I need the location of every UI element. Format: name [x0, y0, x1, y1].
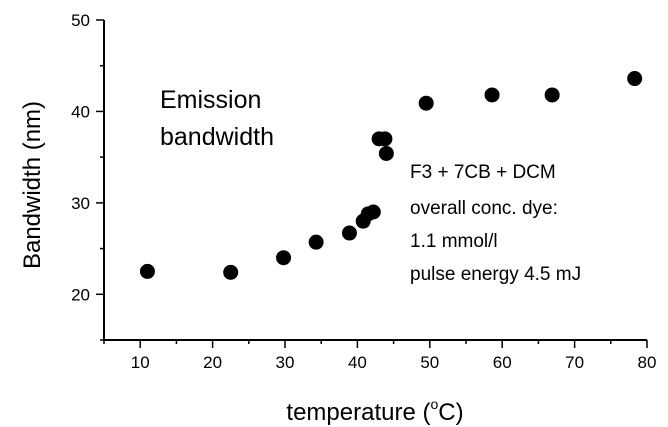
y-tick-label: 20 [71, 285, 90, 304]
emission-label-line1: Emission [160, 86, 261, 114]
axis-ticks: 10 20 30 40 50 60 70 80 20 30 40 50 [71, 11, 656, 372]
data-point [627, 71, 643, 87]
x-tick-label: 20 [203, 353, 222, 372]
y-tick-label: 30 [71, 194, 90, 213]
emission-label-line2: bandwidth [160, 123, 274, 151]
data-point [365, 204, 381, 220]
plot-axes [103, 20, 647, 341]
data-point [308, 234, 324, 250]
x-tick-label: 10 [131, 353, 150, 372]
data-point [377, 131, 393, 147]
conditions-line2: overall conc. dye: [410, 198, 558, 219]
x-tick-label: 30 [276, 353, 295, 372]
conditions-line4: pulse energy 4.5 mJ [410, 264, 581, 285]
x-tick-label: 50 [420, 353, 439, 372]
y-tick-label: 50 [71, 11, 90, 30]
data-point [341, 225, 357, 241]
conditions-line3: 1.1 mmol/l [410, 231, 498, 252]
x-axis-title: temperature (oC) [286, 396, 463, 426]
data-points [139, 71, 643, 280]
y-tick-label: 40 [71, 102, 90, 121]
data-point [378, 145, 394, 161]
y-axis-title: Bandwidth (nm) [19, 101, 46, 269]
data-point [544, 87, 560, 103]
data-point [484, 87, 500, 103]
data-point [223, 264, 239, 280]
data-point [139, 263, 155, 279]
data-point [418, 95, 434, 111]
x-tick-label: 60 [493, 353, 512, 372]
x-tick-label: 40 [348, 353, 367, 372]
conditions-line1: F3 + 7CB + DCM [410, 162, 556, 183]
x-tick-label: 70 [565, 353, 584, 372]
data-point [276, 250, 292, 266]
x-tick-label: 80 [638, 353, 657, 372]
